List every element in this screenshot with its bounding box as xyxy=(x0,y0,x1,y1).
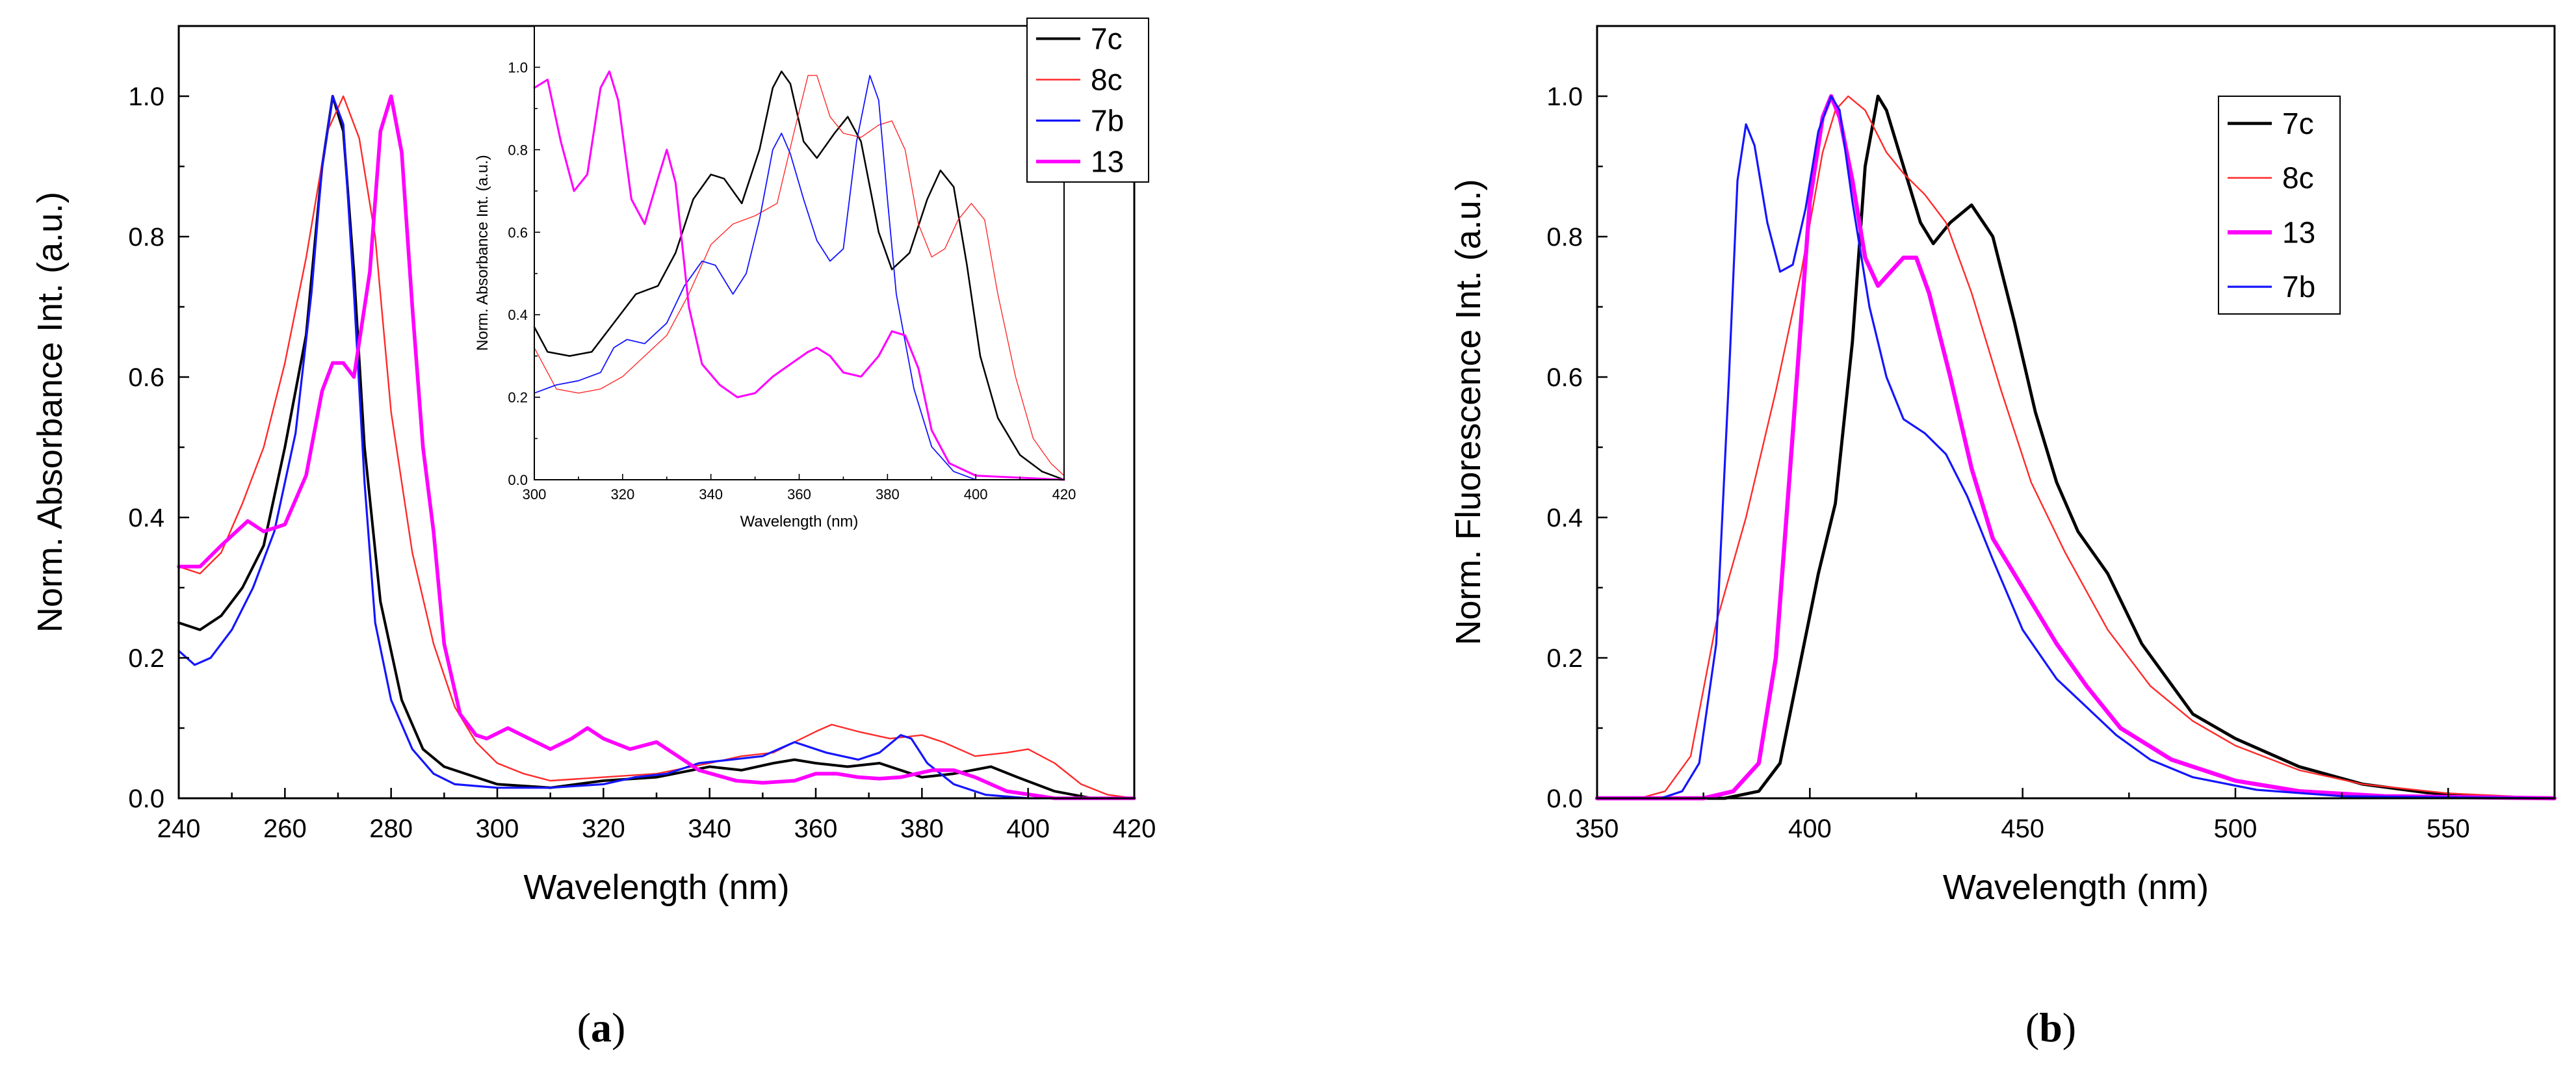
panel-b-x-tick-label: 550 xyxy=(2426,815,2470,843)
inset-x-tick-label: 420 xyxy=(1052,486,1076,502)
inset-series-line-7c xyxy=(533,70,1065,481)
inset-x-tick-label: 360 xyxy=(787,486,811,502)
panel-a-legend-box xyxy=(1026,18,1149,183)
panel-a-plot-area: 240 260 280 300 320 340 360 380 400 420 0.0 0.2 0.4 0… xyxy=(128,25,1156,843)
inset-x-tick-label: 320 xyxy=(610,486,634,502)
panel-a-y-tick-label: 0.0 xyxy=(128,785,164,813)
panel-a-x-tick-label: 380 xyxy=(900,815,944,843)
panel-b-y-tick-label: 0.2 xyxy=(1546,644,1583,673)
panel-b-x-tick-label: 400 xyxy=(1788,815,1832,843)
panel-a-legend-label-7c: 7c xyxy=(1091,22,1123,56)
panel-a-legend: 7c 8c 7b 13 xyxy=(1026,18,1149,183)
panel-a-legend-label-13: 13 xyxy=(1091,145,1124,179)
inset-x-tick-label: 400 xyxy=(964,486,988,502)
panel-b-series-line-7c xyxy=(1595,94,2556,800)
panel-b-y-tick-label: 0.8 xyxy=(1546,223,1583,252)
panel-a-inset-chart: 300 320 340 360 380 400 4200.00.20.40.60.81.0 … xyxy=(474,25,1076,530)
inset-y-tick-label: 0.6 xyxy=(508,224,528,241)
panel-a-series-group xyxy=(177,94,1136,800)
inset-y-tick-label: 0.0 xyxy=(508,472,528,488)
inset-y-tick-label: 0.2 xyxy=(508,389,528,406)
panel-b-series-line-7b xyxy=(1596,95,2556,800)
panel-b-y-axis-label: Norm. Fluorescence Int. (a.u.) xyxy=(1449,179,1488,645)
panel-a-y-tick-label: 0.8 xyxy=(128,223,164,252)
panel-b-legend: 7c 8c 13 7b xyxy=(2218,96,2341,315)
panel-a-y-tick-label: 1.0 xyxy=(128,83,164,111)
inset-y-axis-label: Norm. Absorbance Int. (a.u.) xyxy=(474,155,491,350)
inset-x-tick-label: 300 xyxy=(523,486,547,502)
inset-series-line-8c xyxy=(534,75,1065,476)
panel-b-series-line-13 xyxy=(1594,94,2557,801)
inset-series-line-7b xyxy=(534,75,1065,480)
panel-a-x-tick-label: 280 xyxy=(369,815,413,843)
panel-b-series-line-8c xyxy=(1596,95,2556,800)
panel-a-series-line-13 xyxy=(177,94,1136,800)
panel-b-fluorescence-chart: 350 400 450 500 550 0.0 0.2 0.4 0.6 0.8 1.0 Wavele… xyxy=(1449,25,2557,1050)
panel-b-y-tick-label: 0.4 xyxy=(1546,504,1583,532)
panel-b-legend-label-7b: 7b xyxy=(2282,270,2315,304)
panel-a-x-tick-label: 240 xyxy=(157,815,201,843)
inset-y-tick-label: 1.0 xyxy=(508,59,528,75)
panel-a-ticks: 240 260 280 300 320 340 360 380 400 420 0.0 0.2 0.4 0… xyxy=(128,25,1156,843)
panel-b-x-tick-label: 350 xyxy=(1576,815,1619,843)
panel-b-legend-label-7c: 7c xyxy=(2282,107,2314,140)
panel-b-x-axis-label: Wavelength (nm) xyxy=(1943,868,2209,907)
panel-b-label: (b) xyxy=(2025,1004,2076,1050)
panel-b-x-tick-label: 500 xyxy=(2214,815,2257,843)
panel-a-y-tick-label: 0.6 xyxy=(128,363,164,392)
panel-a-label: (a) xyxy=(577,1004,626,1050)
panel-a-y-tick-label: 0.2 xyxy=(128,644,164,673)
panel-b-y-tick-label: 0.6 xyxy=(1546,363,1583,392)
panel-a-x-tick-label: 340 xyxy=(688,815,731,843)
panel-a-legend-label-7b: 7b xyxy=(1091,104,1124,138)
panel-a-series-line-7c xyxy=(177,95,1136,800)
panel-a-legend-label-8c: 8c xyxy=(1091,63,1123,97)
panel-a-x-tick-label: 420 xyxy=(1113,815,1156,843)
panel-a-x-tick-label: 320 xyxy=(582,815,625,843)
panel-b-legend-box xyxy=(2218,96,2341,315)
inset-series-group xyxy=(533,70,1065,481)
inset-series-line-13 xyxy=(533,70,1065,481)
panel-a-absorbance-chart: 240 260 280 300 320 340 360 380 400 420 0.0 0.2 0.4 0… xyxy=(31,18,1156,1050)
panel-a-y-axis-label: Norm. Absorbance Int. (a.u.) xyxy=(31,192,70,633)
panel-a-x-tick-label: 260 xyxy=(263,815,307,843)
panel-letter: b xyxy=(2039,1004,2062,1050)
panel-b-series-group xyxy=(1594,94,2557,801)
inset-x-tick-label: 340 xyxy=(699,486,723,502)
panel-b-legend-label-8c: 8c xyxy=(2282,161,2314,195)
panel-b-y-tick-label: 0.0 xyxy=(1546,785,1583,813)
inset-y-tick-label: 0.4 xyxy=(508,307,528,323)
panel-b-legend-label-13: 13 xyxy=(2282,215,2315,249)
panel-letter: a xyxy=(591,1004,612,1050)
panel-b-x-tick-label: 450 xyxy=(2001,815,2044,843)
panel-a-series-line-8c xyxy=(177,95,1136,800)
panel-a-y-tick-label: 0.4 xyxy=(128,504,164,532)
panel-a-series-line-7b xyxy=(177,95,1136,800)
panel-b-y-tick-label: 1.0 xyxy=(1546,83,1583,111)
inset-background xyxy=(534,26,1064,480)
panel-a-x-tick-label: 360 xyxy=(794,815,838,843)
panel-b-axes-frame xyxy=(1596,25,2556,800)
panel-a-x-tick-label: 300 xyxy=(476,815,519,843)
inset-ticks: 300 320 340 360 380 400 420 0.0 0.2 0.4 0.6 0.8 1.0 xyxy=(508,25,1076,502)
panel-a-x-axis-label: Wavelength (nm) xyxy=(523,868,789,907)
inset-x-tick-label: 380 xyxy=(876,486,900,502)
inset-y-tick-label: 0.8 xyxy=(508,142,528,158)
panel-b-ticks: 350 400 450 500 550 0.0 0.2 0.4 0.6 0.8 1.0 xyxy=(1546,25,2470,843)
panel-a-x-tick-label: 400 xyxy=(1006,815,1050,843)
inset-x-axis-label: Wavelength (nm) xyxy=(740,513,859,530)
